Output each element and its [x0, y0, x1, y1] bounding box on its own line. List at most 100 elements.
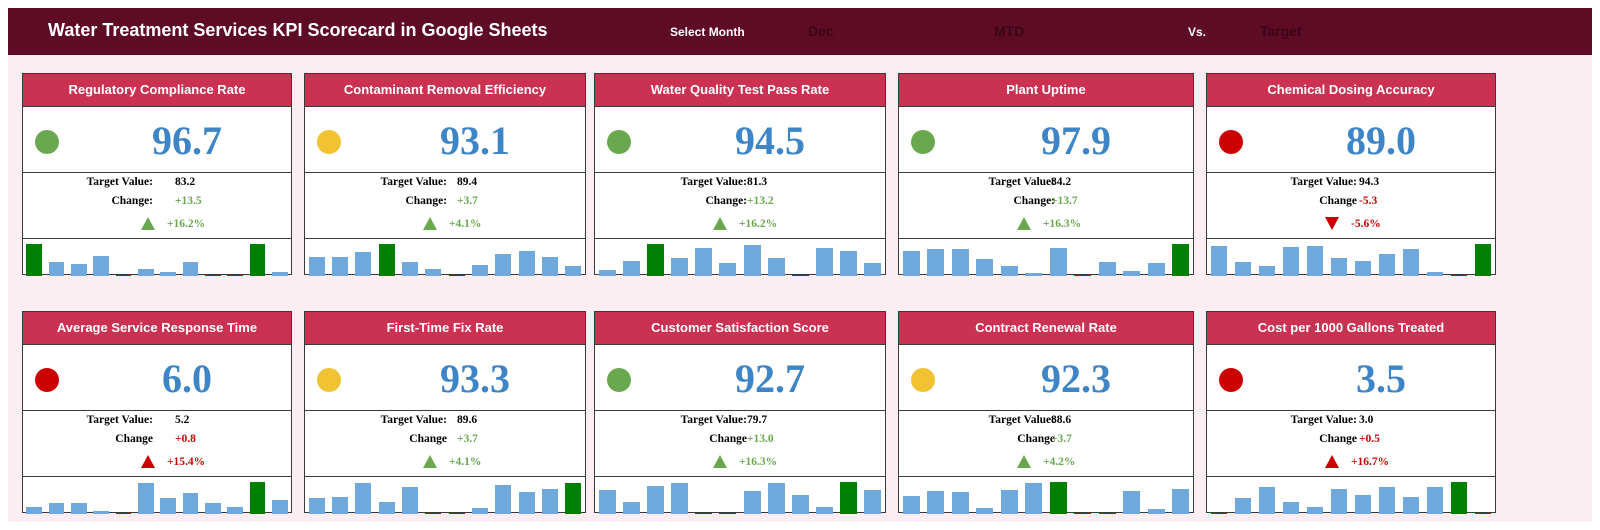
- trend-sparkline: [595, 239, 885, 276]
- status-indicator-icon: [1219, 130, 1243, 154]
- kpi-card: Plant Uptime 97.9 Target Value: 84.2 Cha…: [898, 73, 1194, 276]
- sparkline-bar: [767, 258, 785, 276]
- sparkline-bar: [1402, 497, 1420, 514]
- sparkline-bar: [227, 507, 243, 514]
- sparkline-bar: [1426, 487, 1444, 514]
- sparkline-bar: [48, 503, 65, 514]
- sparkline-bar: [927, 490, 945, 514]
- sparkline-bar: [71, 503, 87, 514]
- target-label: Target Value:: [1290, 176, 1357, 188]
- kpi-value: 92.3: [1041, 356, 1111, 401]
- kpi-title: Cost per 1000 Gallons Treated: [1207, 312, 1495, 345]
- period-dropdown[interactable]: MTD: [994, 23, 1025, 39]
- trend-arrow-icon: [141, 455, 155, 468]
- sparkline-bar: [308, 257, 325, 276]
- kpi-value: 6.0: [162, 356, 212, 401]
- kpi-title: Average Service Response Time: [23, 312, 291, 345]
- sparkline-bar: [160, 497, 176, 514]
- sparkline-bar: [1306, 506, 1324, 514]
- change-value: +13.7: [1051, 195, 1078, 207]
- trend-sparkline: [305, 239, 585, 276]
- kpi-title: Contract Renewal Rate: [899, 312, 1193, 345]
- kpi-value-row: 89.0: [1207, 107, 1495, 173]
- target-label: Target Value:: [86, 414, 153, 426]
- sparkline-bar: [695, 248, 713, 276]
- sparkline-zero-mark: [425, 513, 442, 514]
- sparkline-bar: [1025, 273, 1043, 276]
- trend-sparkline: [1207, 239, 1495, 276]
- sparkline-bar: [378, 243, 395, 276]
- change-percent: +16.3%: [739, 456, 778, 468]
- sparkline-bar: [565, 482, 582, 514]
- trend-arrow-icon: [1017, 217, 1031, 230]
- change-percent: +16.2%: [739, 218, 778, 230]
- sparkline-bar: [518, 250, 535, 276]
- sparkline-bar: [1402, 249, 1420, 276]
- kpi-details: Target Value: 81.3 Change: +13.2 +16.2%: [595, 173, 885, 239]
- status-indicator-icon: [607, 368, 631, 392]
- trend-sparkline: [23, 477, 291, 514]
- sparkline-bar: [1354, 495, 1372, 514]
- trend-arrow-icon: [1325, 217, 1339, 230]
- target-value: 94.3: [1359, 176, 1380, 188]
- kpi-card: Contaminant Removal Efficiency 93.1 Targ…: [304, 73, 586, 276]
- target-value: 81.3: [747, 176, 768, 188]
- sparkline-zero-mark: [115, 275, 132, 276]
- change-value: +3.7: [1051, 433, 1072, 445]
- sparkline-bar: [622, 502, 640, 514]
- change-percent: +16.3%: [1043, 218, 1082, 230]
- change-value: -5.3: [1359, 195, 1378, 207]
- sparkline-bar: [598, 269, 616, 276]
- target-label: Target Value:: [1290, 414, 1357, 426]
- trend-sparkline: [1207, 477, 1495, 514]
- status-indicator-icon: [911, 130, 935, 154]
- sparkline-bar: [355, 252, 372, 276]
- trend-arrow-icon: [423, 217, 437, 230]
- sparkline-bar: [541, 257, 559, 276]
- sparkline-bar: [1210, 246, 1228, 276]
- sparkline-bar: [1234, 261, 1252, 276]
- sparkline-bar: [541, 488, 559, 514]
- sparkline-zero-mark: [1210, 513, 1228, 514]
- change-label: Change: [1017, 433, 1055, 445]
- change-value: +3.7: [457, 195, 478, 207]
- sparkline-bar: [331, 497, 349, 514]
- kpi-title: Contaminant Removal Efficiency: [305, 74, 585, 107]
- sparkline-bar: [249, 481, 266, 514]
- trend-sparkline: [595, 477, 885, 514]
- month-dropdown[interactable]: Dec: [808, 23, 834, 39]
- target-value: 84.2: [1051, 176, 1072, 188]
- sparkline-bar: [767, 483, 785, 514]
- trend-sparkline: [899, 477, 1193, 514]
- sparkline-bar: [1172, 243, 1190, 276]
- sparkline-bar: [951, 491, 969, 514]
- target-value: 88.6: [1051, 414, 1072, 426]
- kpi-card: Customer Satisfaction Score 92.7 Target …: [594, 311, 886, 514]
- sparkline-zero-mark: [448, 513, 465, 514]
- sparkline-zero-mark: [695, 513, 713, 514]
- kpi-details: Target Value: 83.2 Change: +13.5 +16.2%: [23, 173, 291, 239]
- compare-dropdown[interactable]: Target: [1260, 23, 1302, 39]
- trend-sparkline: [23, 239, 291, 276]
- vs-label: Vs.: [1188, 25, 1207, 39]
- sparkline-bar: [1258, 265, 1276, 276]
- target-label: Target Value:: [988, 176, 1055, 188]
- sparkline-bar: [1147, 508, 1165, 514]
- sparkline-bar: [93, 255, 109, 276]
- status-indicator-icon: [1219, 368, 1243, 392]
- change-value: +13.2: [747, 195, 774, 207]
- status-indicator-icon: [607, 130, 631, 154]
- sparkline-bar: [1098, 261, 1116, 276]
- sparkline-bar: [1025, 483, 1043, 514]
- kpi-details: Target Value: 84.2 Change: +13.7 +16.3%: [899, 173, 1193, 239]
- sparkline-bar: [864, 489, 882, 514]
- target-label: Target Value:: [380, 176, 447, 188]
- sparkline-bar: [622, 260, 640, 276]
- change-label: Change:: [111, 195, 153, 207]
- kpi-card: Cost per 1000 Gallons Treated 3.5 Target…: [1206, 311, 1496, 514]
- kpi-value-row: 92.7: [595, 345, 885, 411]
- change-label: Change: [1319, 195, 1357, 207]
- kpi-details: Target Value: 89.6 Change +3.7 +4.1%: [305, 411, 585, 477]
- status-indicator-icon: [911, 368, 935, 392]
- trend-arrow-icon: [713, 455, 727, 468]
